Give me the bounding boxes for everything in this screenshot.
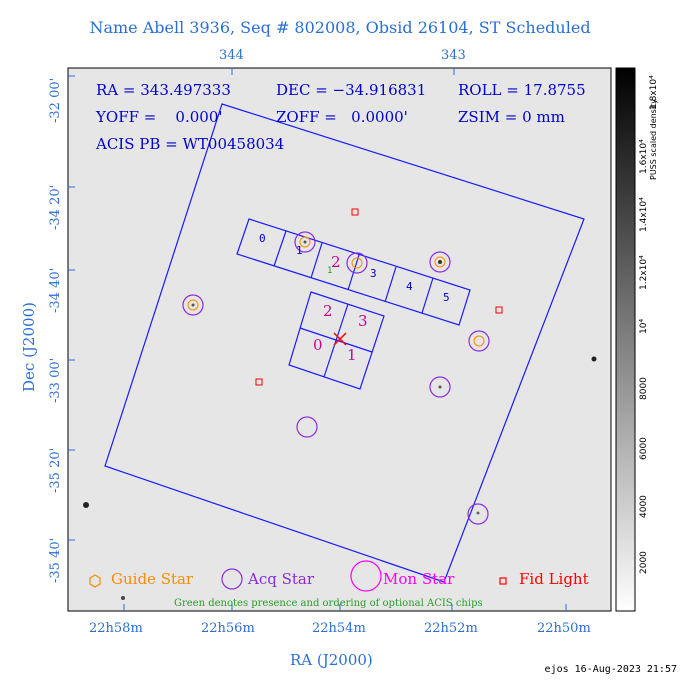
guide-star-symbol: [89, 574, 101, 588]
aimpoint-marker: [333, 332, 347, 346]
dec-tick-label: -33 00': [48, 357, 63, 403]
colorbar: [615, 67, 636, 612]
zoff-readout: ZOFF = 0.0000': [276, 108, 408, 126]
colorbar-tick: 6000: [639, 437, 649, 460]
colorbar-tick: 1.6x10⁴: [639, 139, 649, 174]
top-tick-label: 344: [219, 48, 244, 63]
legend-symbols: [89, 560, 507, 592]
dec-readout: DEC = −34.916831: [276, 81, 427, 99]
dec-tick-label: -35 40': [48, 537, 63, 583]
colorbar-tick: 10⁴: [639, 318, 649, 334]
field-stars: [83, 240, 597, 600]
bottom-tick-label: 22h56m: [201, 621, 255, 636]
fid-light-symbol: [499, 577, 507, 585]
acis-i-chip-label: 3: [358, 312, 368, 330]
legend-mon-label: Mon Star: [383, 570, 455, 588]
colorbar-title: PUSS scaled density: [649, 99, 658, 180]
acis-i-outline: [288, 291, 385, 390]
legend-guide-label: Guide Star: [111, 570, 194, 588]
legend-acq-label: Acq Star: [248, 570, 315, 588]
colorbar-tick: 1.4x10⁴: [639, 197, 649, 232]
acis-s-chip-label: 2: [331, 253, 341, 271]
chart-title: Name Abell 3936, Seq # 802008, Obsid 261…: [89, 18, 591, 37]
bottom-tick-label: 22h50m: [537, 621, 591, 636]
optional-chip-order-label: 1: [327, 266, 333, 276]
acis-s-chip-label: 1: [296, 244, 303, 257]
tick-marks: [68, 68, 567, 611]
acis-i-chip-label: 1: [347, 346, 357, 364]
top-tick-label: 343: [441, 48, 466, 63]
fid-lights: [255, 208, 503, 386]
acis-s-outline: [236, 218, 471, 326]
acis-i-array: [288, 291, 385, 390]
bottom-tick-label: 22h58m: [89, 621, 143, 636]
colorbar-tick: 2000: [639, 551, 649, 574]
dec-tick-label: -34 40': [48, 267, 63, 313]
dec-tick-label: -34 20': [48, 184, 63, 230]
x-axis-title: RA (J2000): [290, 651, 373, 669]
colorbar-tick: 4000: [639, 495, 649, 518]
footer-stamp: ejos 16-Aug-2023 21:57: [544, 664, 677, 675]
mon-star-symbol: [350, 560, 382, 592]
dec-tick-label: -32 00': [48, 77, 63, 123]
colorbar-tick: 1.2x10⁴: [639, 255, 649, 290]
acis-s-chip-label: 3: [370, 267, 377, 280]
dec-tick-label: -35 20': [48, 447, 63, 493]
acq-star-symbol: [221, 568, 243, 590]
acis-s-array: [236, 218, 471, 326]
legend-fid-label: Fid Light: [519, 570, 589, 588]
colorbar-tick: 1.8x10⁴: [649, 75, 659, 110]
acis-s-chip-label: 5: [443, 291, 450, 304]
guide-stars: [187, 236, 485, 347]
yoff-readout: YOFF = 0.000': [96, 108, 223, 126]
ra-readout: RA = 343.497333: [96, 81, 231, 99]
optional-chips-note: Green denotes presence and ordering of o…: [174, 598, 483, 609]
field-of-view-box: [104, 103, 585, 583]
roll-readout: ROLL = 17.8755: [458, 81, 586, 99]
acis-i-divider-h: [299, 327, 373, 353]
y-axis-title: Dec (J2000): [20, 302, 38, 392]
zsim-readout: ZSIM = 0 mm: [458, 108, 565, 126]
acis-i-chip-label: 0: [313, 336, 323, 354]
acis-s-chip-label: 0: [259, 232, 266, 245]
bottom-tick-label: 22h52m: [424, 621, 478, 636]
acis-s-chip-label: 4: [406, 280, 413, 293]
acis-readout: ACIS PB = WT00458034: [96, 135, 285, 153]
bottom-tick-label: 22h54m: [312, 621, 366, 636]
colorbar-tick: 8000: [639, 377, 649, 400]
acis-i-chip-label: 2: [323, 302, 333, 320]
acq-stars: [182, 231, 490, 525]
